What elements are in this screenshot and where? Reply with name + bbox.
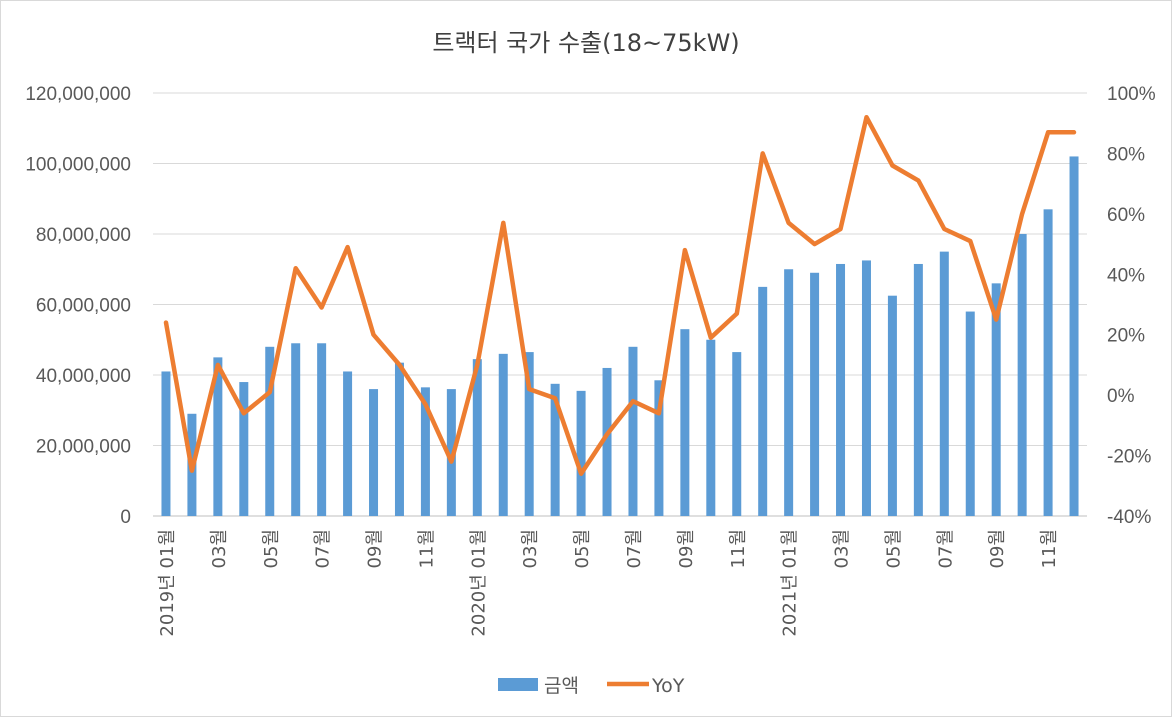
x-tick-label: 05월 — [883, 529, 904, 568]
bar — [291, 343, 301, 516]
x-tick-label: 09월 — [676, 529, 697, 568]
x-tick-label: 03월 — [209, 529, 230, 568]
left-tick-label: 100,000,000 — [25, 155, 131, 176]
right-tick-label: 20% — [1107, 326, 1145, 347]
left-tick-label: 0 — [120, 507, 131, 528]
bar — [758, 286, 768, 516]
bar — [706, 339, 716, 516]
x-tick-label: 11월 — [728, 529, 749, 568]
bar — [472, 359, 482, 516]
x-tick-label: 09월 — [365, 529, 386, 568]
x-axis-ticks: 2019년 01월 03월 05월 07월 09월 11월 2020년 01월 03월 05월 0… — [157, 529, 1060, 637]
legend-bar-swatch — [498, 678, 538, 691]
x-tick-label: 2021년 01월 — [780, 529, 801, 637]
bar — [628, 346, 638, 516]
right-tick-label: -40% — [1107, 507, 1151, 528]
bar — [1069, 156, 1079, 516]
bar — [913, 263, 923, 516]
x-tick-label: 07월 — [935, 529, 956, 568]
bar — [369, 389, 379, 516]
bar — [602, 367, 612, 516]
right-tick-label: -20% — [1107, 447, 1151, 468]
left-tick-label: 60,000,000 — [36, 296, 131, 317]
bar — [680, 329, 690, 516]
bar — [654, 380, 664, 516]
x-tick-label: 07월 — [313, 529, 334, 568]
x-tick-label: 03월 — [832, 529, 853, 568]
right-tick-label: 100% — [1107, 84, 1156, 105]
x-tick-label: 03월 — [520, 529, 541, 568]
bar — [317, 343, 327, 516]
bar — [1017, 234, 1027, 516]
bar — [265, 346, 275, 516]
right-tick-label: 80% — [1107, 144, 1145, 165]
right-axis-ticks: -40% -20% 0% 20% 40% 60% 80% 100% — [1107, 84, 1156, 528]
x-tick-label: 11월 — [1039, 529, 1060, 568]
bar — [939, 251, 949, 516]
bar — [1043, 209, 1053, 516]
chart-title: 트랙터 국가 수출(18~75kW) — [432, 29, 740, 57]
left-tick-label: 20,000,000 — [36, 437, 131, 458]
bar — [524, 352, 534, 516]
bar — [732, 352, 742, 516]
bar — [887, 295, 897, 516]
left-tick-label: 80,000,000 — [36, 225, 131, 246]
bar — [550, 383, 560, 516]
bar — [420, 387, 430, 516]
x-tick-label: 11월 — [416, 529, 437, 568]
bar — [576, 390, 586, 516]
right-tick-label: 40% — [1107, 265, 1145, 286]
legend-line-label: YoY — [651, 675, 685, 697]
legend-bar-label: 금액 — [544, 675, 579, 697]
gridlines — [153, 92, 1087, 517]
bar-series — [161, 156, 1079, 516]
bar — [965, 311, 975, 516]
bar — [239, 382, 249, 516]
bar — [161, 371, 171, 516]
x-tick-label: 05월 — [261, 529, 282, 568]
bar — [213, 357, 223, 516]
left-tick-label: 40,000,000 — [36, 366, 131, 387]
bar — [861, 260, 871, 516]
left-axis-ticks: 0 20,000,000 40,000,000 60,000,000 80,000,00… — [25, 84, 131, 528]
bar — [343, 371, 353, 516]
x-tick-label: 09월 — [987, 529, 1008, 568]
left-tick-label: 120,000,000 — [25, 84, 131, 105]
right-tick-label: 60% — [1107, 205, 1145, 226]
yoy-line — [163, 114, 1077, 476]
line-series — [163, 114, 1077, 476]
bar — [784, 269, 794, 516]
bar — [446, 389, 456, 516]
bar — [991, 283, 1001, 516]
x-tick-label: 07월 — [624, 529, 645, 568]
x-tick-label: 2019년 01월 — [157, 529, 178, 637]
bar — [810, 272, 820, 516]
right-tick-label: 0% — [1107, 386, 1135, 407]
bar — [498, 353, 508, 516]
x-tick-label: 05월 — [572, 529, 593, 568]
x-tick-label: 2020년 01월 — [468, 529, 489, 637]
legend: 금액 YoY — [498, 675, 685, 697]
bar — [394, 362, 404, 516]
bar — [836, 263, 846, 516]
